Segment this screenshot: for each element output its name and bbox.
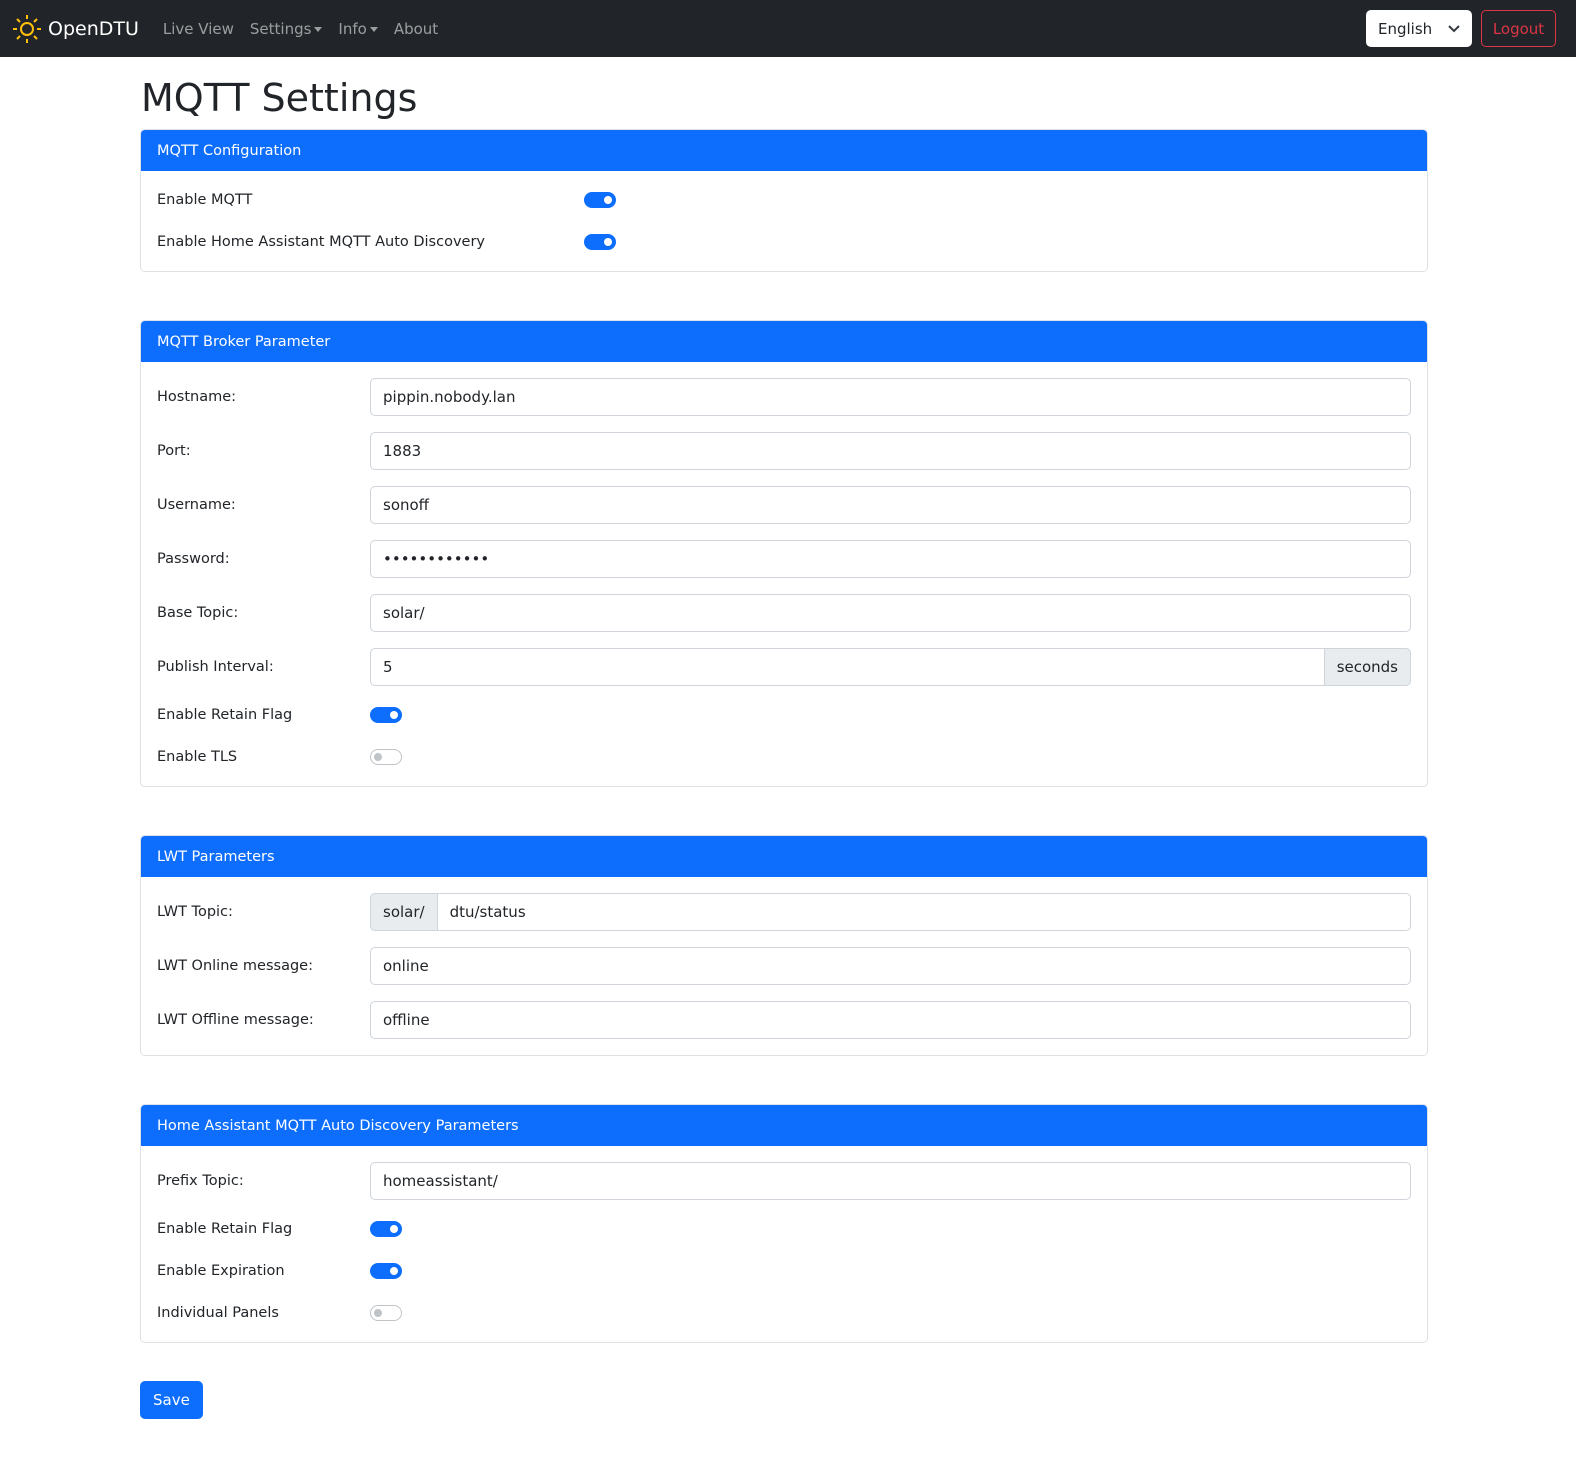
chevron-down-icon xyxy=(1448,24,1460,32)
brand-link[interactable]: OpenDTU xyxy=(12,14,139,44)
publish-interval-input[interactable]: 5 xyxy=(370,648,1325,686)
nav-live-view[interactable]: Live View xyxy=(162,19,234,38)
card-header: MQTT Configuration xyxy=(141,130,1427,171)
port-input[interactable]: 1883 xyxy=(370,432,1411,470)
username-label: Username: xyxy=(157,497,236,513)
individual-panels-label: Individual Panels xyxy=(157,1305,279,1321)
brand-name: OpenDTU xyxy=(48,17,139,40)
prefix-topic-label: Prefix Topic: xyxy=(157,1173,244,1189)
retain-label: Enable Retain Flag xyxy=(157,707,293,723)
card-header: MQTT Broker Parameter xyxy=(141,321,1427,362)
logout-button[interactable]: Logout xyxy=(1481,10,1556,47)
ha-retain-label: Enable Retain Flag xyxy=(157,1221,293,1237)
nav-settings-label: Settings xyxy=(249,19,312,38)
enable-ha-toggle[interactable] xyxy=(584,234,616,250)
ha-expiration-label: Enable Expiration xyxy=(157,1263,285,1279)
publish-interval-label: Publish Interval: xyxy=(157,659,274,675)
navbar: OpenDTU Live View Settings Info About En… xyxy=(0,0,1576,57)
lwt-topic-prefix: solar/ xyxy=(370,893,437,931)
language-select[interactable]: English xyxy=(1366,10,1472,47)
ha-discovery-card: Home Assistant MQTT Auto Discovery Param… xyxy=(140,1104,1428,1343)
base-topic-input[interactable]: solar/ xyxy=(370,594,1411,632)
mqtt-broker-card: MQTT Broker Parameter Hostname: pippin.no… xyxy=(140,320,1428,787)
tls-label: Enable TLS xyxy=(157,749,238,765)
ha-retain-toggle[interactable] xyxy=(370,1221,402,1237)
username-input[interactable]: sonoff xyxy=(370,486,1411,524)
enable-mqtt-label: Enable MQTT xyxy=(157,192,253,208)
lwt-online-label: LWT Online message: xyxy=(157,958,313,974)
lwt-topic-label: LWT Topic: xyxy=(157,904,233,920)
card-header: Home Assistant MQTT Auto Discovery Param… xyxy=(141,1105,1427,1146)
tls-toggle[interactable] xyxy=(370,749,402,765)
lwt-card: LWT Parameters LWT Topic: solar/dtu/statu… xyxy=(140,835,1428,1056)
page-title: MQTT Settings xyxy=(141,76,418,120)
caret-down-icon xyxy=(369,26,378,32)
password-label: Password: xyxy=(157,551,230,567)
nav-info[interactable]: Info xyxy=(338,19,378,38)
lwt-offline-label: LWT Offline message: xyxy=(157,1012,314,1028)
main-container: MQTT Settings MQTT Configuration Enable … xyxy=(140,57,1428,1419)
lwt-topic-input[interactable]: dtu/status xyxy=(436,893,1411,931)
nav-about[interactable]: About xyxy=(393,19,439,38)
port-label: Port: xyxy=(157,443,191,459)
lwt-online-input[interactable]: online xyxy=(370,947,1411,985)
enable-ha-label: Enable Home Assistant MQTT Auto Discover… xyxy=(157,234,485,250)
hostname-input[interactable]: pippin.nobody.lan xyxy=(370,378,1411,416)
prefix-topic-input[interactable]: homeassistant/ xyxy=(370,1162,1411,1200)
save-button[interactable]: Save xyxy=(140,1381,203,1419)
hostname-label: Hostname: xyxy=(157,389,237,405)
nav-info-label: Info xyxy=(338,19,367,38)
retain-toggle[interactable] xyxy=(370,707,402,723)
card-header: LWT Parameters xyxy=(141,836,1427,877)
base-topic-label: Base Topic: xyxy=(157,605,239,621)
seconds-addon: seconds xyxy=(1324,648,1411,686)
language-value: English xyxy=(1378,19,1433,38)
caret-down-icon xyxy=(314,26,323,32)
nav-settings[interactable]: Settings xyxy=(250,20,323,38)
mqtt-configuration-card: MQTT Configuration Enable MQTT Enable Ho… xyxy=(140,129,1428,272)
individual-panels-toggle[interactable] xyxy=(370,1305,402,1321)
lwt-offline-input[interactable]: offline xyxy=(370,1001,1411,1039)
enable-mqtt-toggle[interactable] xyxy=(584,192,616,208)
sun-icon xyxy=(13,14,41,43)
ha-expiration-toggle[interactable] xyxy=(370,1263,402,1279)
password-input[interactable]: •••••••••••• xyxy=(370,540,1411,578)
